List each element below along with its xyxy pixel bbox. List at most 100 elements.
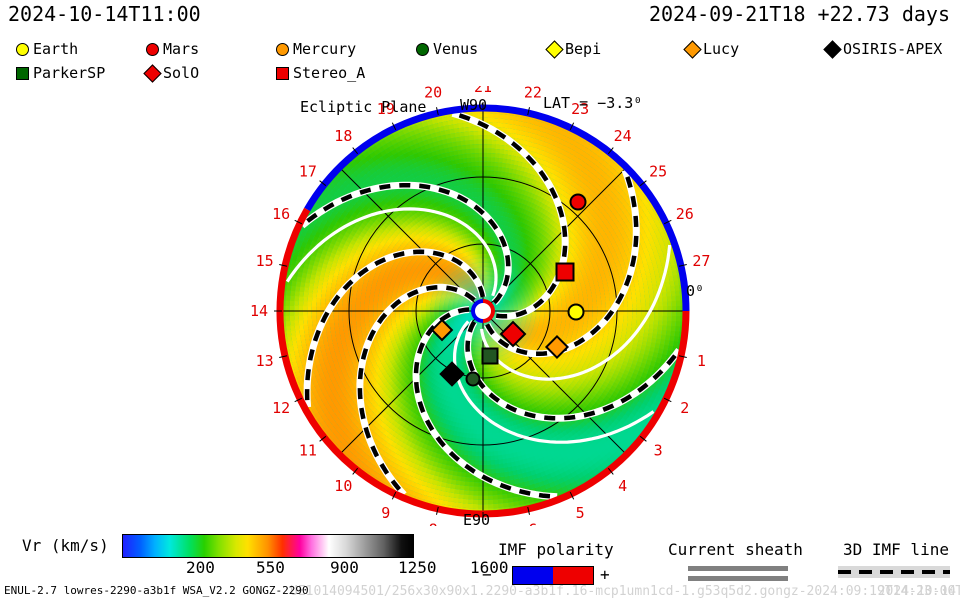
hour-tick [663,397,672,403]
legend-label: OSIRIS-APEX [843,40,943,58]
mars-marker [569,193,587,211]
hour-label-25: 25 [649,162,667,180]
legend-item-stereo-a: Stereo_A [276,62,365,84]
hour-label-16: 16 [272,205,290,223]
legend-item-venus: Venus [416,38,478,60]
top-longitude-label: W90 [460,96,488,114]
legend-label: Lucy [703,40,740,58]
hour-label-13: 13 [256,352,274,370]
footer-date: 2024-10-14 [877,584,956,599]
hour-label-8: 8 [429,520,438,526]
hour-tick [352,147,359,155]
hour-label-20: 20 [424,86,442,102]
colorbar-tick-0: 200 [186,558,215,577]
ecliptic-plane-polar-plot: 1234567891011121314151617181920212223242… [250,86,710,526]
current-sheath-title: Current sheath [668,540,803,559]
earth-marker-icon [16,42,29,56]
hour-label-24: 24 [614,127,632,145]
body-markers-group [430,193,587,387]
legend-label: SolO [163,64,200,82]
legend-item-parkersp: ParkerSP [16,62,105,84]
colorbar-title: Vr (km/s) [22,536,109,555]
legend-item-mercury: Mercury [276,38,356,60]
mercury-marker-icon [276,42,289,56]
earth-marker [567,303,585,321]
legend-item-solo: SolO [143,62,200,84]
legend-item-lucy: Lucy [683,38,740,60]
imf-negative-sign: − [482,565,492,584]
parkersp-marker-icon [16,66,29,80]
imf-positive-sign: + [600,565,610,584]
colorbar-tick-4: 1600 [470,558,509,577]
hour-label-4: 4 [618,477,627,495]
colorbar-tick-1: 550 [256,558,285,577]
venus-marker [465,371,481,387]
colorbar-tick-3: 1250 [398,558,437,577]
hour-tick [294,397,303,403]
hour-tick [569,122,575,131]
legend-item-osiris-apex: OSIRIS-APEX [823,38,943,60]
hour-tick [436,506,439,515]
hour-tick [319,435,327,442]
hour-tick [569,491,575,500]
imf-3d-line-title: 3D IMF line [843,540,949,559]
hour-tick [639,435,647,442]
colorbar-tick-2: 900 [330,558,359,577]
hour-label-17: 17 [299,162,317,180]
hour-tick [663,219,672,225]
solo-marker [499,320,527,348]
current-sheath-swatch-top [688,566,788,571]
hour-label-3: 3 [654,442,663,460]
hour-tick [352,467,359,475]
hour-label-11: 11 [299,442,317,460]
imf-3d-line-swatch [838,570,950,574]
bepi-marker-icon [545,39,564,59]
imf-polarity-ring [276,104,690,518]
hour-tick [391,491,397,500]
legend-label: Mars [163,40,200,58]
hour-label-2: 2 [680,399,689,417]
stereo-a-marker-icon [276,66,289,80]
imf-negative-swatch [513,567,553,584]
hour-label-21: 21 [474,86,492,96]
hour-label-22: 22 [524,86,542,102]
hour-tick [391,122,397,131]
lucy-marker-icon [683,39,702,59]
legend-label: Mercury [293,40,357,58]
hour-tick [319,180,327,187]
legend-label: ParkerSP [33,64,106,82]
hour-label-15: 15 [256,252,274,270]
legend-item-earth: Earth [16,38,78,60]
timestamp-left: 2024-10-14T11:00 [8,2,201,26]
hour-label-26: 26 [676,205,694,223]
hour-tick-labels: 1234567891011121314151617181920212223242… [250,86,710,526]
legend-label: Venus [433,40,479,58]
mars-marker-icon [146,42,159,56]
sun-marker [471,299,495,323]
legend-label: Stereo_A [293,64,366,82]
osiris-apex-marker [439,361,465,387]
imf-field-lines [299,109,682,501]
footer-model-info: ENUL-2.7 lowres-2290-a3b1f WSA_V2.2 GONG… [4,584,309,597]
latitude-label: LAT = −3.3⁰ [543,94,643,112]
parkersp-marker [481,347,499,365]
imf-polarity-title: IMF polarity [498,540,614,559]
hour-tick [607,467,614,475]
current-sheath-swatch-bottom [688,576,788,581]
bottom-longitude-label: E90 [463,511,491,529]
legend-item-mars: Mars [146,38,199,60]
hour-tick [527,107,530,116]
hour-label-9: 9 [381,504,390,522]
imf-positive-swatch [553,567,593,584]
hour-tick [607,147,614,155]
hour-tick [678,264,687,267]
legend-label: Bepi [565,40,602,58]
zero-degree-label: 0⁰ [686,282,705,300]
hour-tick [678,355,687,358]
footer-watermark: UE1014094501/256x30x90x1.2290-a3b1f.16-m… [290,584,960,599]
hour-label-6: 6 [528,520,537,526]
plot-title: Ecliptic Plane [300,98,427,116]
osiris-apex-marker-icon [823,39,842,59]
hour-label-27: 27 [692,252,710,270]
hour-label-1: 1 [697,352,706,370]
